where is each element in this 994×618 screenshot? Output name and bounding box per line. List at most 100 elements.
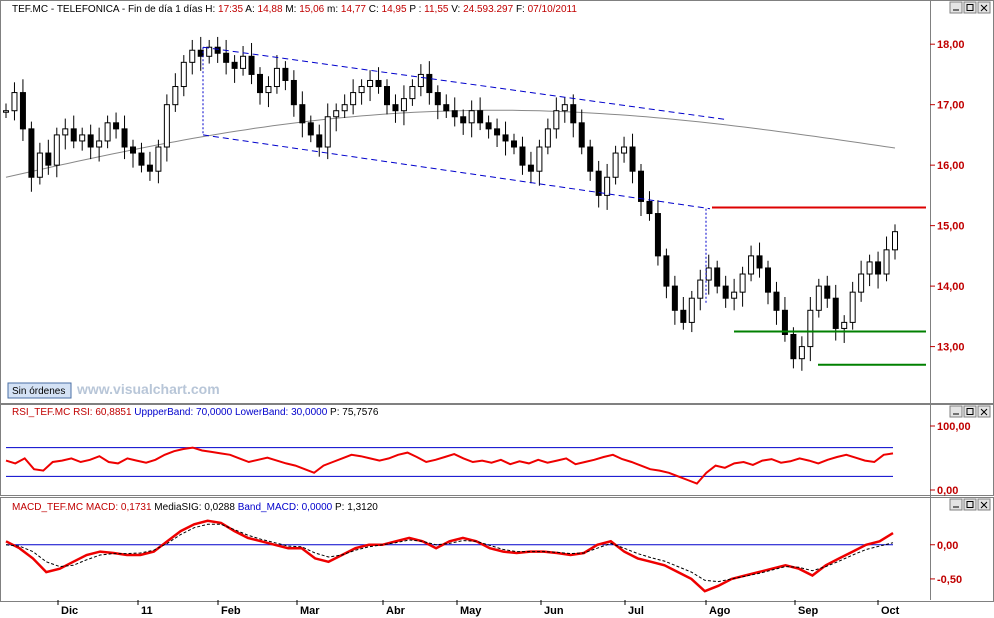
macd-minimize-button[interactable] [949,498,963,511]
candle-body [451,110,458,118]
price-axis-label: 13,00 [937,342,965,354]
candle-body [824,285,831,299]
volume-value: 24.593.297 [463,4,513,15]
minimize-button[interactable] [949,1,963,14]
month-label: Jul [628,605,644,617]
candle-body [434,92,441,106]
candle-body [273,67,280,88]
macd-plot [5,519,894,593]
month-label: Jun [544,605,564,617]
candle-body [409,86,416,100]
rsi-header: RSI_TEF.MC RSI: 60,8851 UppperBand: 70,0… [12,407,379,418]
channel-lower-line [202,134,711,210]
candle-body [468,110,475,124]
candle-body [807,309,814,348]
candle-body [731,291,738,299]
candle-body [231,61,238,69]
axes: 18,00 17,00 16,00 15,00 14,00 13,00 100,00 0,00… [57,39,971,617]
candle-body [299,104,306,124]
candle-body [189,49,196,63]
candle-body [146,164,153,172]
high-value: 15,06 [299,4,324,15]
candle-body [587,146,594,172]
watermark: www.visualchart.com [76,381,220,397]
month-label: Feb [221,605,241,617]
rsi-maximize-button[interactable] [963,405,977,418]
hour-value: 17:35 [218,4,243,15]
month-label: Oct [881,605,900,617]
open-value: 14,88 [258,4,283,15]
candle-body [815,285,822,311]
candle-body [680,309,687,323]
candle-body [70,128,77,142]
close-value: 14,95 [382,4,407,15]
candle-body [841,321,848,329]
month-label: Sep [798,605,818,617]
candle-body [621,146,628,154]
rsi-minimize-button[interactable] [949,405,963,418]
macd-axis-label: -0,50 [937,574,962,586]
candle-body [654,213,661,257]
candle-body [722,285,729,299]
candle-body [773,291,780,311]
candle-body [595,170,602,196]
candle-body [866,261,873,275]
channel-upper-line [202,46,729,121]
candle-body [316,134,323,148]
orders-button[interactable] [7,382,72,399]
candle-body [138,152,145,166]
close-icon [980,408,988,416]
candle-body [223,52,230,63]
candle-body [3,110,9,113]
candle-body [561,104,568,112]
rsi-line [5,446,894,485]
price-axis-label: 15,00 [937,221,965,233]
candle-body [790,333,797,360]
month-label: Mar [300,605,320,617]
rsi-axis-label: 0,00 [937,485,958,497]
candle-body [197,49,204,57]
candle-body [858,273,865,293]
month-label: May [460,605,482,617]
rsi-lower-value: 30,0000 [291,407,328,418]
month-label: Abr [386,605,406,617]
candle-body [53,134,60,166]
candle-body [604,176,611,196]
candle-body [875,261,882,275]
candle-body [519,146,526,166]
macd-header: MACD_TEF.MC MACD: 0,1731 MediaSIG: 0,028… [12,502,378,513]
candle-body [333,110,340,118]
low-value: 14,77 [341,4,366,15]
candle-body [544,128,551,148]
main-header: TEF.MC - TELEFONICA - Fin de día 1 días … [12,4,577,15]
candle-body [832,297,839,329]
candle-body [324,116,331,148]
candle-body [19,92,26,130]
timeframe-text: Fin de día 1 días [128,4,203,15]
candle-body [748,255,755,275]
candle-body [248,55,255,75]
candle-body [180,61,187,88]
candle-body [511,140,517,148]
candle-body [638,170,644,202]
macd-axis-label: 0,00 [937,540,958,552]
candle-body [367,79,374,88]
macd-line [5,519,894,593]
candle-body [494,128,501,136]
candle-body [739,273,746,293]
maximize-button[interactable] [963,1,977,14]
rsi-axis-label: 100,00 [937,421,971,433]
candle-body [375,79,382,88]
macd-signal-line [5,523,894,583]
candle-body [849,291,856,323]
main-header-bg [1,1,929,15]
candle-body [113,122,120,130]
candle-body [443,104,450,112]
candle-body [358,86,365,94]
macd-maximize-button[interactable] [963,498,977,511]
moving-average-line [5,109,896,178]
candle-body [663,255,670,287]
candle-body [240,55,247,69]
candle-body [400,98,407,112]
